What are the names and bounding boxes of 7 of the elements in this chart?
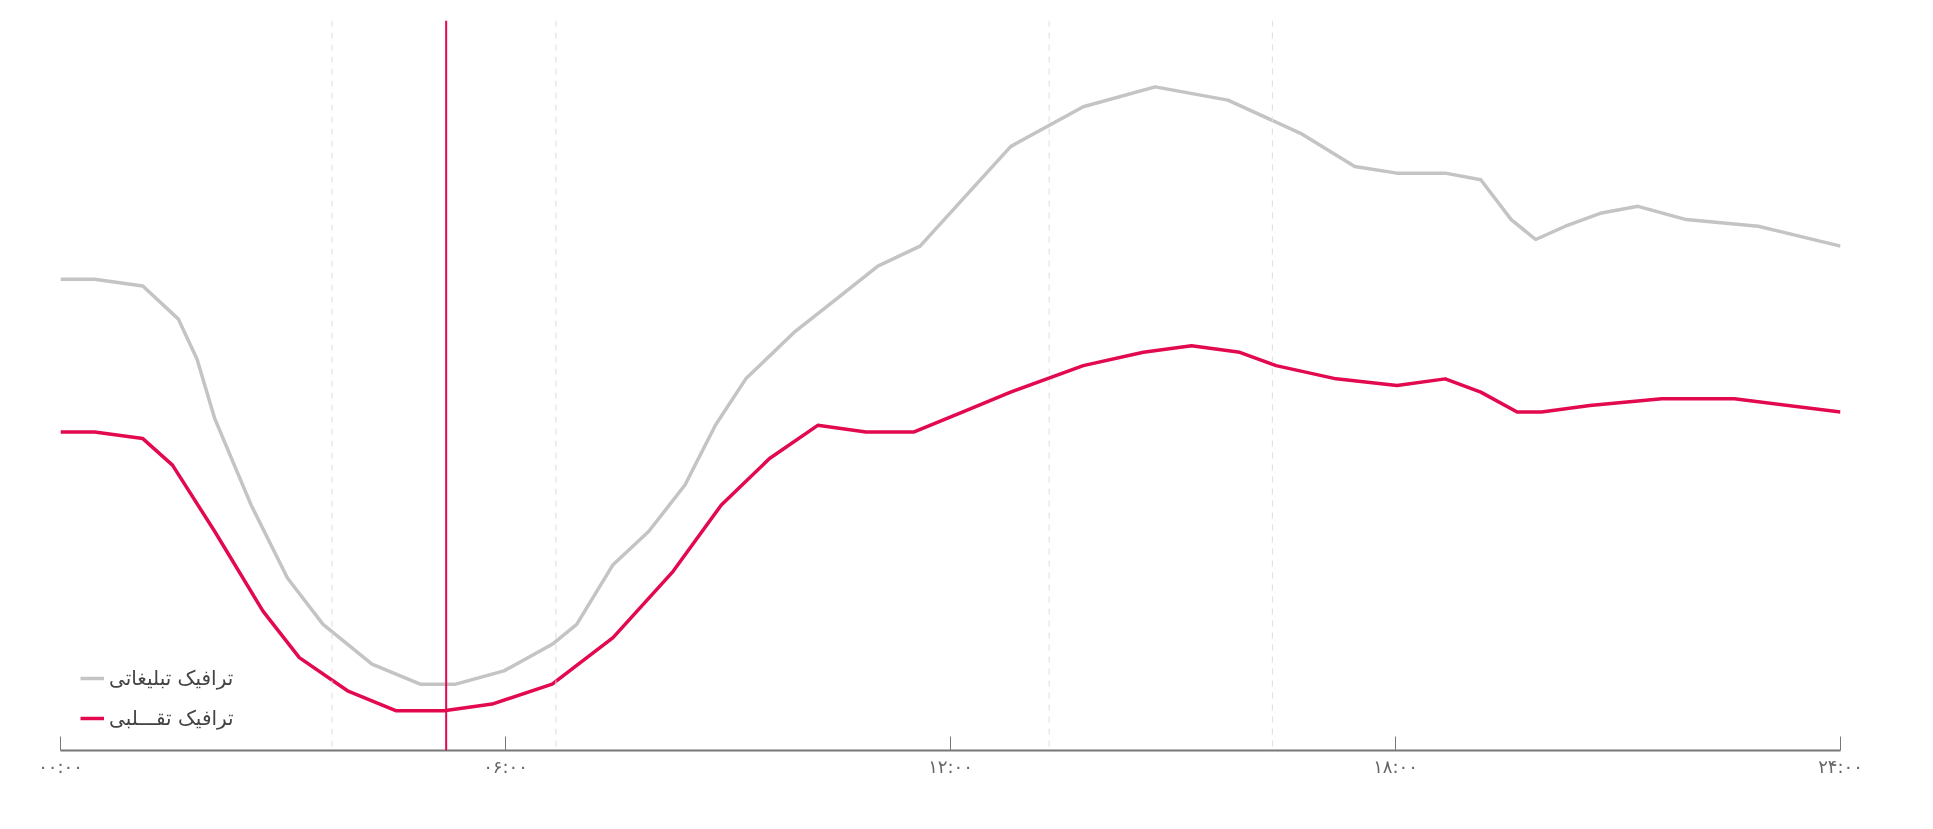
x-tick-label: ۱۸:۰۰	[1373, 755, 1418, 777]
legend-label: ترافیک تبلیغاتی	[109, 666, 234, 690]
legend-label: ترافیک تقـــلبی	[109, 706, 234, 730]
x-tick-label: ۰۶:۰۰	[483, 755, 528, 777]
x-tick-label: ۲۴:۰۰	[1818, 755, 1863, 777]
x-tick-label: ۱۲:۰۰	[928, 755, 973, 777]
x-tick-label: ۰۰:۰۰	[38, 755, 83, 777]
